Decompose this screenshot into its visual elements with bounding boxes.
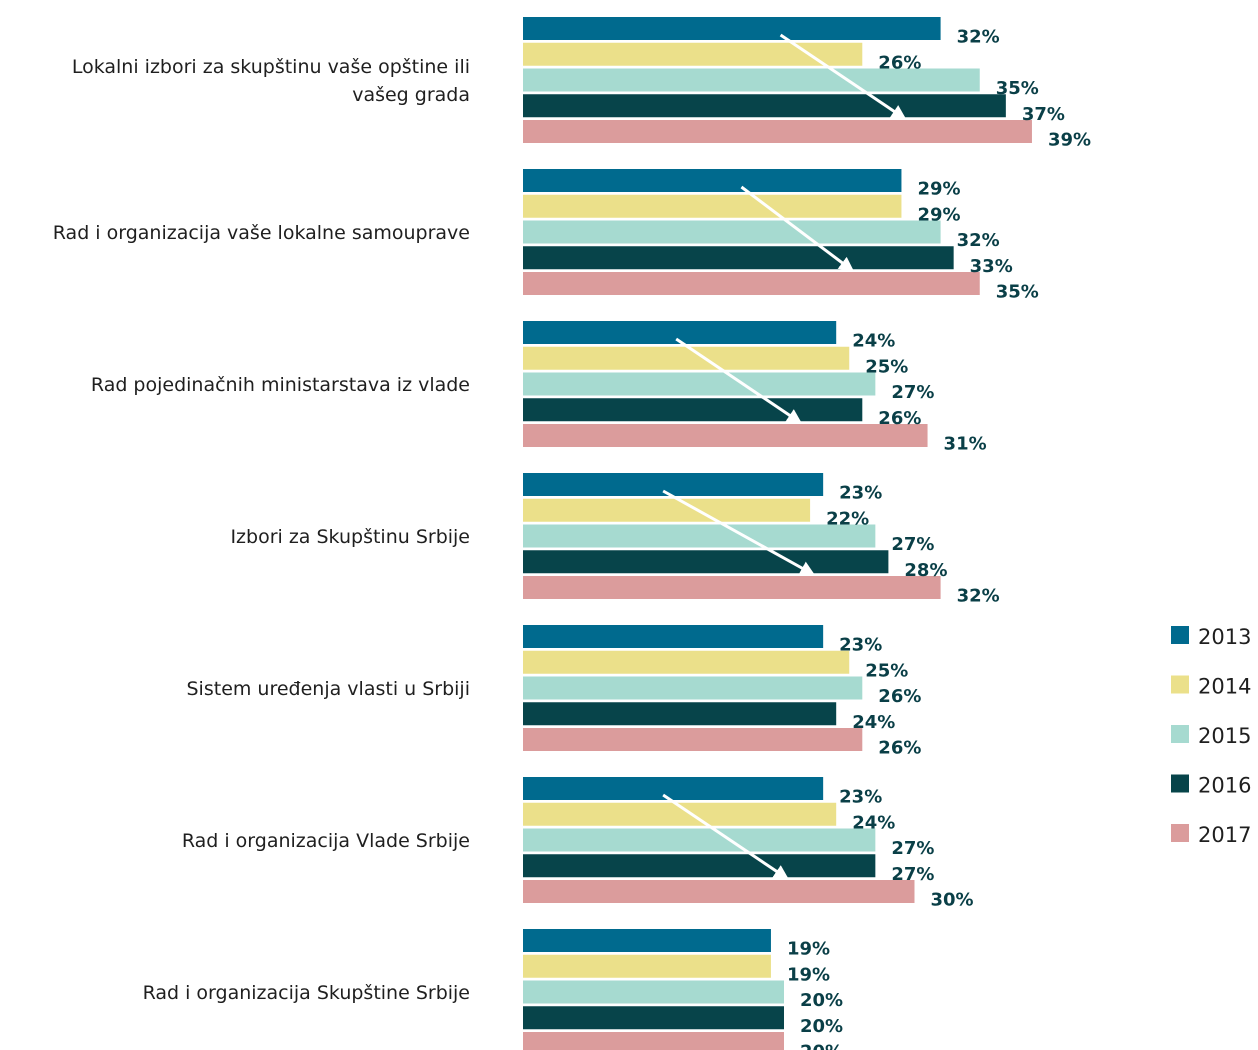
value-label: 25% xyxy=(865,660,908,681)
bar-2014 xyxy=(523,346,850,370)
trend-arrow xyxy=(662,489,816,576)
bar-2015 xyxy=(523,68,980,92)
value-label: 24% xyxy=(852,712,895,733)
value-label: 24% xyxy=(852,812,895,833)
bar-2014 xyxy=(523,802,837,826)
trend-arrows xyxy=(662,33,907,880)
bar-2014 xyxy=(523,954,771,978)
legend-swatch xyxy=(1171,675,1189,694)
value-label: 19% xyxy=(787,964,830,985)
legend-label: 2017 xyxy=(1198,823,1251,847)
legend-label: 2015 xyxy=(1198,724,1251,748)
category-label: Izbori za Skupštinu Srbije xyxy=(230,526,470,548)
value-label: 27% xyxy=(891,864,934,885)
category-label: Rad i organizacija Vlade Srbije xyxy=(182,830,470,852)
category-label: Sistem uređenja vlasti u Srbiji xyxy=(187,678,471,700)
bar-2015 xyxy=(523,676,863,700)
bar-2015 xyxy=(523,980,784,1004)
value-label: 33% xyxy=(970,256,1013,277)
trend-arrow xyxy=(779,33,907,120)
bar-2017 xyxy=(523,728,863,751)
value-label: 27% xyxy=(891,838,934,859)
legend-swatch xyxy=(1171,824,1189,842)
legend-swatch xyxy=(1171,774,1189,793)
bar-2017 xyxy=(523,120,1032,143)
category-label: Rad i organizacija vaše lokalne samoupra… xyxy=(53,222,470,244)
value-label: 19% xyxy=(787,939,830,960)
category-labels: Lokalni izbori za skupštinu vaše opštine… xyxy=(53,56,470,1004)
category-label: Rad i organizacija Skupštine Srbije xyxy=(143,982,470,1004)
value-label: 29% xyxy=(917,204,960,225)
value-label: 30% xyxy=(931,890,974,911)
bar-2013 xyxy=(523,473,824,496)
bar-2014 xyxy=(523,498,811,522)
value-label: 26% xyxy=(878,52,921,73)
value-label: 35% xyxy=(996,282,1039,303)
bar-2015 xyxy=(523,524,876,548)
legend-label: 2016 xyxy=(1198,774,1251,798)
bar-2017 xyxy=(523,880,915,903)
bar-2014 xyxy=(523,194,902,218)
bars xyxy=(523,17,1032,1050)
bar-2013 xyxy=(523,929,771,952)
bar-2013 xyxy=(523,777,824,800)
legend-swatch xyxy=(1171,725,1189,743)
value-label: 26% xyxy=(878,686,921,707)
value-label: 22% xyxy=(826,508,869,529)
trend-arrow xyxy=(740,185,855,272)
value-label: 20% xyxy=(800,1016,843,1037)
value-label: 32% xyxy=(957,586,1000,607)
legend-label: 2013 xyxy=(1198,625,1251,649)
bar-2016 xyxy=(523,1006,784,1030)
value-label: 25% xyxy=(865,356,908,377)
bar-2014 xyxy=(523,650,850,674)
bar-2017 xyxy=(523,1032,784,1050)
legend-swatch xyxy=(1171,626,1189,644)
value-label: 39% xyxy=(1048,130,1091,151)
value-label: 27% xyxy=(891,382,934,403)
bar-2016 xyxy=(523,702,837,726)
value-label: 32% xyxy=(957,230,1000,251)
bar-2016 xyxy=(523,246,954,270)
value-label: 20% xyxy=(800,990,843,1011)
legend: 2013 2014 2015 2016 2017 xyxy=(1171,625,1251,847)
value-label: 29% xyxy=(917,179,960,200)
value-label: 37% xyxy=(1022,104,1065,125)
value-label: 31% xyxy=(944,434,987,455)
value-label: 23% xyxy=(839,635,882,656)
value-label: 26% xyxy=(878,408,921,429)
value-label: 27% xyxy=(891,534,934,555)
bar-2015 xyxy=(523,372,876,396)
bar-2013 xyxy=(523,321,837,344)
category-label: Lokalni izbori za skupštinu vaše opštine… xyxy=(72,56,470,78)
value-label: 32% xyxy=(957,27,1000,48)
bar-2016 xyxy=(523,854,876,878)
value-label: 24% xyxy=(852,331,895,352)
bar-2013 xyxy=(523,17,941,40)
trend-arrow xyxy=(675,337,803,424)
value-label: 28% xyxy=(904,560,947,581)
bar-2017 xyxy=(523,272,980,295)
value-label: 20% xyxy=(800,1042,843,1050)
value-label: 23% xyxy=(839,483,882,504)
bar-2013 xyxy=(523,625,824,648)
legend-label: 2014 xyxy=(1198,675,1251,699)
value-label: 23% xyxy=(839,787,882,808)
category-label: vašeg grada xyxy=(352,84,470,106)
bar-2014 xyxy=(523,42,863,66)
value-labels: 32% 26% 35% 37% 39% 29% 29% 32% 33% 35% 24% 25% 27% 2… xyxy=(787,27,1091,1050)
bar-2016 xyxy=(523,398,863,422)
category-label: Rad pojedinačnih ministarstava iz vlade xyxy=(91,374,470,396)
value-label: 26% xyxy=(878,738,921,759)
bar-2017 xyxy=(523,576,941,599)
value-label: 35% xyxy=(996,78,1039,99)
bar-2013 xyxy=(523,169,902,192)
bar-2015 xyxy=(523,220,941,244)
bar-2016 xyxy=(523,550,889,574)
trend-arrow xyxy=(662,793,789,880)
bar-2017 xyxy=(523,424,928,447)
bar-2016 xyxy=(523,94,1006,118)
bar-2015 xyxy=(523,828,876,852)
